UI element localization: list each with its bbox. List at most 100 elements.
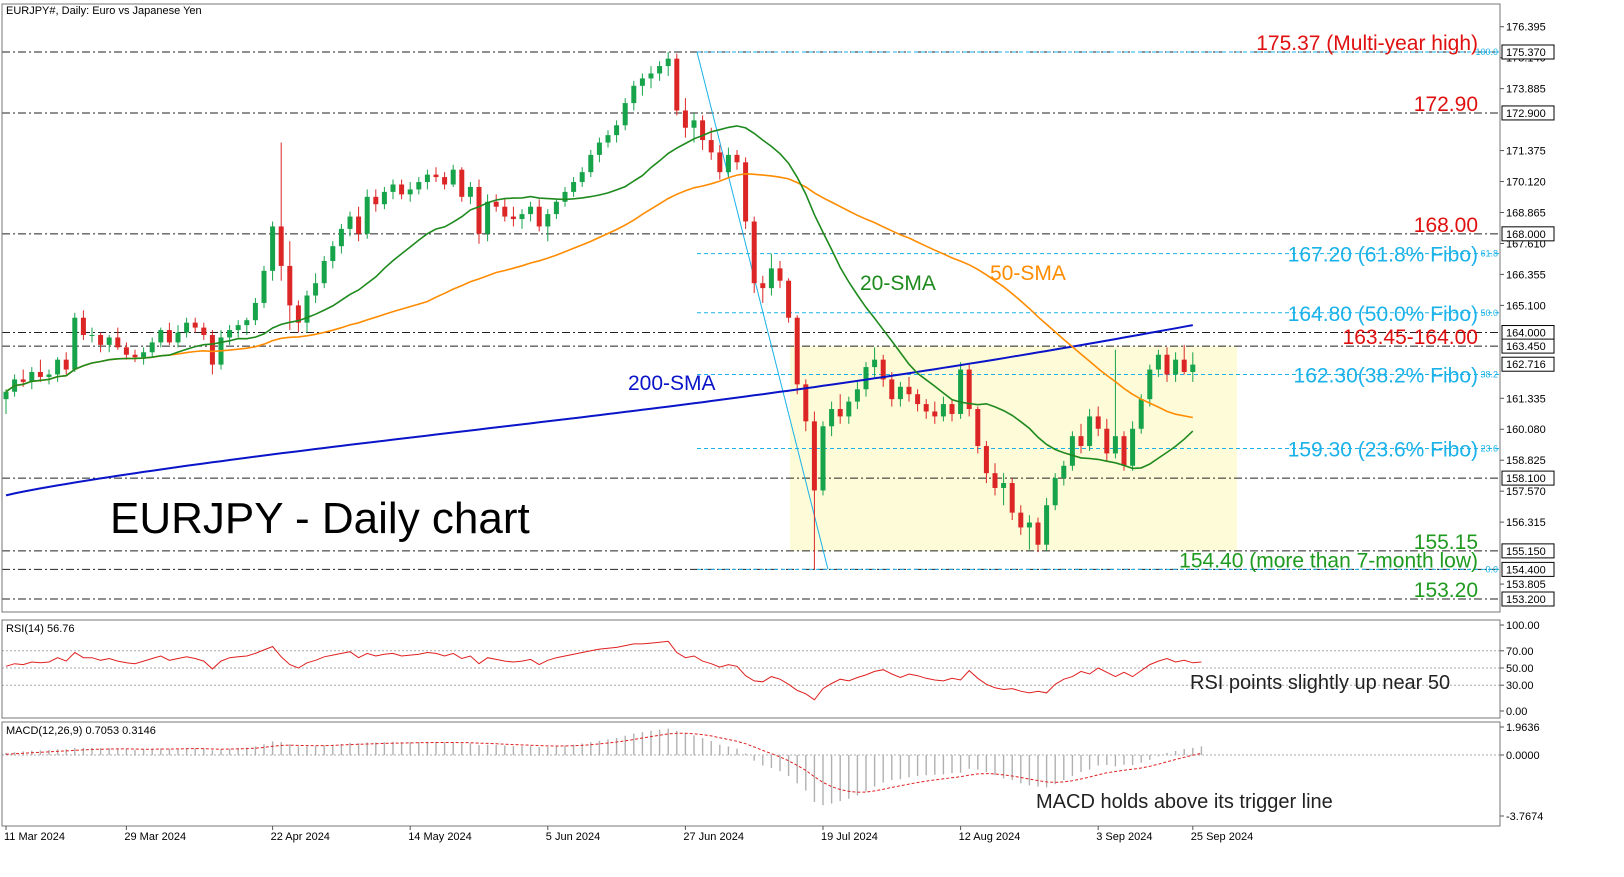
- candle-body: [132, 354, 138, 358]
- candle-body: [708, 140, 714, 153]
- candle-body: [20, 379, 26, 382]
- candle-body: [252, 302, 258, 321]
- price-box: [1501, 470, 1555, 486]
- candle-body: [3, 391, 9, 400]
- time-tick-label: 12 Aug 2024: [959, 831, 1021, 843]
- rsi-tick-label: 0.00: [1506, 706, 1527, 718]
- candle-body: [682, 110, 688, 128]
- price-box-label: 154.400: [1506, 564, 1546, 576]
- candle-body: [734, 154, 740, 163]
- candle-body: [55, 359, 61, 375]
- time-tick-label: 11 Mar 2024: [4, 831, 65, 843]
- macd-axis: 1.9636 0.0000 -3.7674: [1500, 722, 1543, 823]
- candle-body: [1147, 369, 1153, 400]
- candle-body: [390, 184, 396, 192]
- candle-body: [1121, 436, 1127, 466]
- rsi-axis: 100.00 70.00 50.00 30.00 0.00: [1500, 620, 1540, 718]
- macd-frame: [1, 721, 1501, 827]
- level-label: 175.37 (Multi-year high): [1256, 32, 1478, 55]
- price-box: [1501, 105, 1555, 121]
- macd-histogram: [5, 728, 1203, 806]
- candle-body: [1087, 416, 1093, 447]
- time-tick-label: 22 Apr 2024: [271, 831, 330, 843]
- candle-body: [1130, 428, 1136, 466]
- fibo-pct: 23.6: [1480, 443, 1498, 453]
- candle-body: [442, 177, 448, 185]
- candle-body: [29, 372, 35, 382]
- candle-body: [510, 216, 516, 220]
- candle-body: [381, 191, 387, 205]
- fibo-lines: [697, 51, 1500, 570]
- candle-body: [837, 409, 843, 417]
- candle-body: [270, 226, 276, 271]
- candle-body: [1078, 436, 1084, 447]
- candle-body: [906, 386, 912, 395]
- price-tick-label: 171.375: [1506, 146, 1546, 158]
- candle-body: [115, 337, 121, 348]
- price-box: [1501, 543, 1555, 559]
- rsi-tick-label: 50.00: [1506, 663, 1534, 675]
- price-box: [1501, 338, 1555, 354]
- level-lines: [2, 51, 1500, 600]
- candle-body: [364, 196, 370, 234]
- candle-body: [1173, 359, 1179, 375]
- candle-body: [244, 320, 250, 326]
- sma50-label: 50-SMA: [990, 262, 1066, 285]
- fibo-label: 167.20 (61.8% Fibo): [1288, 244, 1478, 267]
- candle-body: [958, 369, 964, 414]
- sma200-label: 200-SMA: [628, 372, 716, 395]
- candle-body: [184, 322, 190, 333]
- price-frame: [1, 3, 1501, 613]
- rsi-line: [5, 640, 1202, 701]
- rsi-tick-label: 100.00: [1506, 620, 1540, 632]
- price-tick-label: 156.315: [1506, 517, 1546, 529]
- macd-title: MACD(12,26,9) 0.7053 0.3146: [6, 725, 156, 737]
- candle-body: [175, 332, 181, 343]
- candle-body: [872, 359, 878, 368]
- candle-body: [1035, 522, 1041, 545]
- level-label: 168.00: [1414, 214, 1478, 237]
- price-box-label: 163.450: [1506, 341, 1546, 353]
- candle-body: [1112, 436, 1118, 454]
- price-tick-label: 166.355: [1506, 269, 1546, 281]
- price-box-label: 158.100: [1506, 473, 1546, 485]
- price-tick-label: 161.335: [1506, 393, 1546, 405]
- candle-body: [949, 404, 955, 414]
- fibo-pct: 61.8: [1480, 249, 1498, 259]
- macd-annotation: MACD holds above its trigger line: [1036, 791, 1333, 813]
- candle-body: [1181, 359, 1187, 373]
- sma20-label: 20-SMA: [860, 272, 936, 295]
- candle-body: [407, 189, 413, 195]
- candle-body: [768, 268, 774, 289]
- candle-body: [235, 325, 241, 331]
- candle-body: [562, 191, 568, 202]
- candle-body: [338, 228, 344, 247]
- price-tick-label: 170.120: [1506, 177, 1546, 189]
- price-panel: 175.37 (Multi-year high) 172.90 168.00 163.…: [2, 5, 1500, 602]
- candle-body: [794, 317, 800, 385]
- candle-body: [373, 196, 379, 205]
- macd-panel: MACD(12,26,9) 0.7053 0.3146 MACD holds a…: [2, 725, 1500, 813]
- candle-body: [897, 386, 903, 400]
- price-axis: 176.395175.140173.885171.375170.120168.8…: [1500, 22, 1555, 607]
- level-labels: 175.37 (Multi-year high) 172.90 168.00 163.…: [1179, 32, 1478, 602]
- macd-tick-label: -3.7674: [1506, 811, 1543, 823]
- fibo-pct: 0.0: [1485, 564, 1498, 574]
- candle-body: [261, 270, 267, 303]
- candle-body: [493, 201, 499, 207]
- rsi-tick-label: 70.00: [1506, 646, 1534, 658]
- macd-signal-line: [5, 732, 1202, 793]
- candle-body: [975, 409, 981, 447]
- candle-body: [596, 142, 602, 155]
- time-tick-label: 19 Jul 2024: [821, 831, 878, 843]
- fibo-pct: 38.2: [1480, 369, 1498, 379]
- price-tick-label: 153.805: [1506, 579, 1546, 591]
- candle-body: [158, 330, 164, 343]
- candle-body: [657, 66, 663, 74]
- sma20-line: [5, 125, 1194, 470]
- price-tick-label: 176.395: [1506, 22, 1546, 34]
- candle-body: [459, 169, 465, 197]
- price-box-label: 164.000: [1506, 328, 1546, 340]
- time-axis: 11 Mar 2024 29 Mar 2024 22 Apr 2024 14 May …: [4, 826, 1253, 843]
